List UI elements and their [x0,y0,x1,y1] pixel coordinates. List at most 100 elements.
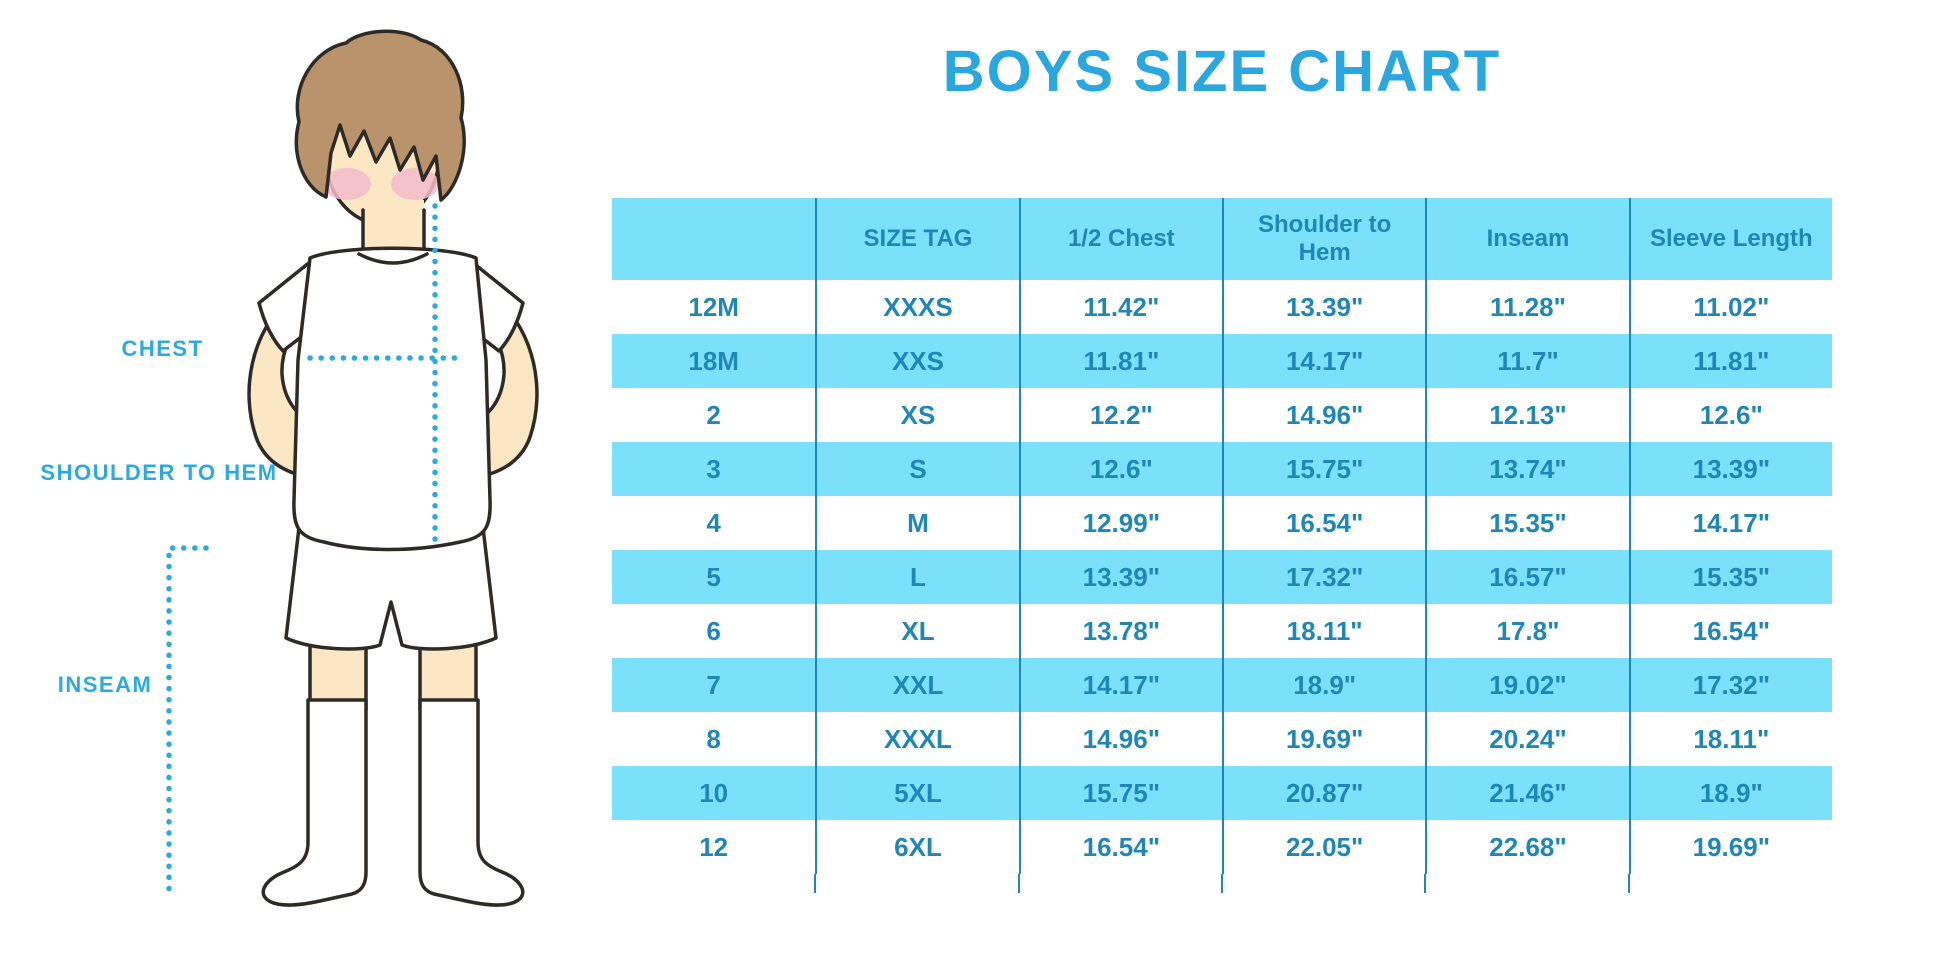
table-cell: 14.96" [1018,712,1222,766]
table-cell: 12.6" [1018,442,1222,496]
table-row: 12M XXXS 11.42" 13.39" 11.28" 11.02" [612,280,1832,334]
column-separator-extension [1221,874,1223,893]
boy-figure-illustration [166,29,539,907]
table-cell: 12.99" [1018,496,1222,550]
table-cell: 18.11" [1221,604,1425,658]
column-header: Inseam [1425,198,1628,280]
size-cell: 3 [706,453,721,484]
size-cell: 12M [688,291,739,322]
size-cell: 8 [706,723,721,754]
column-header: SIZE TAG [815,198,1018,280]
table-cell: 14.17" [1221,334,1425,388]
table-cell: 16.54" [1018,820,1222,874]
size-chart-table: SIZE TAG 1/2 Chest Shoulder to Hem Inseam Sl… [612,198,1832,874]
table-cell: 11.81" [1628,334,1832,388]
table-cell: 16.54" [1628,604,1832,658]
size-cell: 12 [699,831,729,862]
table-cell: 15.75" [1221,442,1425,496]
table-header-row: SIZE TAG 1/2 Chest Shoulder to Hem Inseam Sl… [612,198,1832,280]
table-cell: 20.24" [1425,712,1628,766]
column-separator-extension [814,874,816,893]
table-row: 8 XXXL 14.96" 19.69" 20.24" 18.11" [612,712,1832,766]
size-cell: 4 [706,507,721,538]
table-row: 18M XXS 11.81" 14.17" 11.7" 11.81" [612,334,1832,388]
table-cell: 17.8" [1425,604,1628,658]
table-cell: 22.05" [1221,820,1425,874]
table-cell: 13.39" [1018,550,1222,604]
table-cell: 14.17" [1628,496,1832,550]
table-cell: 18.9" [1628,766,1832,820]
table-cell: 16.57" [1425,550,1628,604]
table-cell: 18.9" [1221,658,1425,712]
chest-label: CHEST [121,336,204,361]
page-title: BOYS SIZE CHART [942,39,1502,104]
table-cell: S [815,442,1018,496]
table-cell: 11.42" [1018,280,1222,334]
table-cell: 19.02" [1425,658,1628,712]
table-cell: L [815,550,1018,604]
table-cell: 16.54" [1221,496,1425,550]
column-separator-extension [1018,874,1020,893]
table-cell: XXL [815,658,1018,712]
table-cell: M [815,496,1018,550]
table-cell: 11.28" [1425,280,1628,334]
table-cell: 11.81" [1018,334,1222,388]
table-cell: 14.96" [1221,388,1425,442]
size-cell: 6 [706,615,721,646]
table-cell: XXXS [815,280,1018,334]
inseam-measure-line [166,545,209,900]
table-row: 2 XS 12.2" 14.96" 12.13" 12.6" [612,388,1832,442]
table-row: 12 6XL 16.54" 22.05" 22.68" 19.69" [612,820,1832,874]
table-cell: 12.6" [1628,388,1832,442]
size-cell: 18M [688,345,739,376]
table-cell: 12.2" [1018,388,1222,442]
table-cell: 15.35" [1425,496,1628,550]
size-cell: 2 [706,399,721,430]
table-row: 6 XL 13.78" 18.11" 17.8" 16.54" [612,604,1832,658]
table-cell: 19.69" [1628,820,1832,874]
boy-sock-left [261,698,368,907]
boy-shirt-collar [357,252,429,265]
table-cell: 11.7" [1425,334,1628,388]
column-header: Sleeve Length [1628,198,1832,280]
table-cell: 13.39" [1628,442,1832,496]
table-cell: 6XL [815,820,1018,874]
table-cell: 15.75" [1018,766,1222,820]
table-cell: 19.69" [1221,712,1425,766]
table-cell: 5XL [815,766,1018,820]
boy-neck [363,200,424,255]
column-header [612,198,815,280]
table-cell: 20.87" [1221,766,1425,820]
table-cell: XXXL [815,712,1018,766]
table-cell: 14.17" [1018,658,1222,712]
table-cell: 22.68" [1425,820,1628,874]
table-cell: 18.11" [1628,712,1832,766]
table-cell: XS [815,388,1018,442]
table-cell: 13.39" [1221,280,1425,334]
table-row: 7 XXL 14.17" 18.9" 19.02" 17.32" [612,658,1832,712]
size-cell: 7 [706,669,721,700]
shoulder-to-hem-label: SHOULDER TO HEM [40,460,278,485]
table-cell: 21.46" [1425,766,1628,820]
boy-hair [294,29,466,202]
table-cell: 13.74" [1425,442,1628,496]
size-cell: 10 [699,777,729,808]
column-separator-extension [1424,874,1426,893]
boy-blush-right [391,168,439,200]
table-cell: 17.32" [1628,658,1832,712]
boy-shirt [292,246,492,552]
column-header: 1/2 Chest [1018,198,1222,280]
column-separator-extension [1628,874,1630,893]
table-cell: XXS [815,334,1018,388]
table-cell: 12.13" [1425,388,1628,442]
column-header: Shoulder to Hem [1221,198,1425,280]
table-cell: 15.35" [1628,550,1832,604]
size-cell: 5 [706,561,721,592]
table-row: 3 S 12.6" 15.75" 13.74" 13.39" [612,442,1832,496]
table-cell: 17.32" [1221,550,1425,604]
table-cell: 11.02" [1628,280,1832,334]
inseam-label: INSEAM [57,672,153,697]
table-body: 12M XXXS 11.42" 13.39" 11.28" 11.02" 18M XXS 11.… [612,280,1832,874]
table-row: 5 L 13.39" 17.32" 16.57" 15.35" [612,550,1832,604]
boy-blush-left [323,168,371,200]
